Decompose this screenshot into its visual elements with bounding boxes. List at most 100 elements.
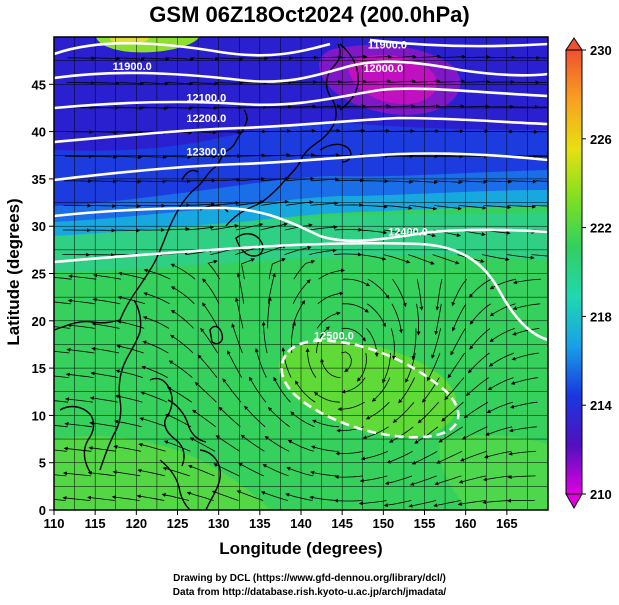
streamline	[313, 391, 340, 403]
colorbar-gradient	[565, 49, 583, 495]
streamline	[293, 259, 316, 280]
streamline	[434, 205, 462, 211]
streamline	[138, 179, 167, 184]
streamline	[215, 56, 244, 61]
streamline	[320, 358, 341, 378]
streamline	[388, 426, 414, 443]
streamline	[469, 303, 491, 325]
x-tick-label: 160	[455, 516, 477, 531]
streamline	[262, 464, 289, 477]
streamline	[164, 106, 193, 111]
streamline	[292, 300, 306, 329]
streamline	[54, 326, 71, 329]
streamline	[427, 352, 441, 382]
streamline	[165, 81, 194, 86]
streamline	[54, 474, 67, 477]
contour-label: 11900.0	[368, 39, 407, 51]
streamline	[436, 450, 463, 464]
x-tick-label: 115	[85, 516, 106, 531]
streamline	[367, 278, 390, 300]
streamline	[236, 200, 265, 206]
y-tick-label: 0	[39, 503, 46, 518]
colorbar-bottom-arrow	[565, 493, 583, 510]
streamline	[459, 179, 488, 184]
streamline	[287, 152, 316, 157]
streamline	[190, 81, 219, 86]
streamline	[140, 106, 169, 111]
streamline	[533, 180, 548, 182]
streamline	[284, 245, 312, 255]
streamline	[237, 176, 265, 182]
streamline	[392, 401, 415, 423]
streamline	[138, 442, 166, 452]
streamline	[235, 297, 244, 329]
streamline	[460, 450, 487, 462]
streamline	[261, 199, 289, 206]
streamline	[222, 378, 242, 403]
streamline	[358, 254, 387, 261]
streamline	[413, 54, 442, 59]
streamline	[261, 321, 268, 354]
streamline	[318, 268, 345, 280]
streamline	[467, 352, 490, 374]
streamline	[388, 54, 417, 59]
streamline	[310, 201, 339, 206]
streamline	[189, 106, 218, 111]
streamline	[451, 278, 468, 307]
streamline	[90, 371, 119, 378]
streamline	[461, 104, 490, 109]
streamline	[508, 450, 537, 456]
streamline	[309, 225, 338, 231]
streamline	[268, 258, 286, 280]
streamline	[435, 279, 443, 311]
streamline	[92, 297, 121, 305]
streamline	[54, 350, 70, 354]
streamline	[510, 377, 539, 385]
y-tick-label: 25	[32, 267, 46, 282]
streamline	[392, 278, 407, 308]
streamline	[333, 252, 362, 257]
streamline	[292, 279, 311, 304]
streamline	[384, 205, 413, 210]
streamline	[342, 303, 369, 313]
streamline	[506, 254, 535, 260]
streamline	[161, 227, 190, 232]
streamline	[187, 202, 215, 207]
streamline	[316, 311, 341, 329]
streamline	[312, 128, 341, 133]
streamline	[487, 377, 514, 391]
streamline	[142, 340, 169, 354]
streamline	[437, 79, 466, 84]
streamline	[239, 80, 268, 85]
y-tick-label: 10	[32, 408, 46, 423]
streamline	[360, 179, 389, 184]
streamline	[186, 491, 214, 501]
streamline	[116, 56, 145, 61]
streamline	[54, 375, 69, 378]
x-tick-label: 150	[372, 516, 394, 531]
streamline	[65, 397, 93, 403]
streamline	[192, 409, 216, 428]
streamline	[285, 492, 313, 501]
streamline	[310, 470, 338, 477]
streamline	[261, 176, 290, 182]
streamline	[189, 437, 216, 452]
streamline	[409, 180, 438, 185]
streamline	[451, 303, 467, 332]
streamline	[385, 179, 414, 184]
x-tick-label: 140	[290, 516, 312, 531]
streamline	[262, 153, 291, 158]
contour-label: 12500.0	[314, 331, 354, 343]
streamline	[66, 80, 95, 85]
y-tick-label: 20	[32, 314, 46, 329]
streamline	[422, 377, 440, 403]
streamline	[286, 466, 314, 477]
streamline	[360, 450, 389, 461]
colorbar-tick-label: 226	[590, 132, 612, 147]
streamline	[447, 352, 466, 379]
streamline	[484, 179, 513, 184]
streamline	[489, 328, 515, 342]
streamline	[88, 203, 117, 208]
streamline	[214, 105, 243, 110]
streamline	[366, 303, 386, 328]
